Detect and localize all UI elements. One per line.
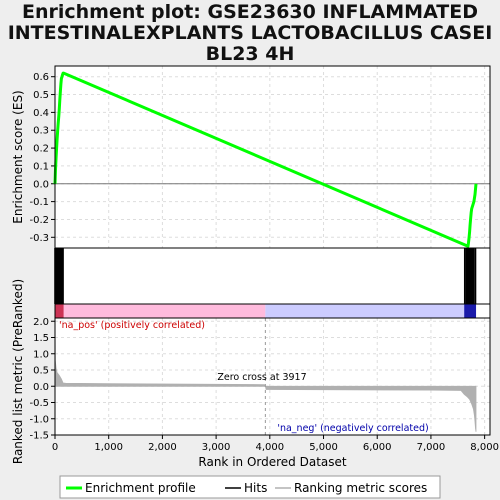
legend-label: Ranking metric scores bbox=[294, 481, 427, 495]
ranking-metric-area bbox=[54, 321, 477, 432]
hits-panel bbox=[54, 247, 491, 305]
positive-correlation-label: 'na_pos' (positively correlated) bbox=[59, 320, 205, 331]
x-tick-label: 3,000 bbox=[202, 442, 231, 453]
x-axis-label: Rank in Ordered Dataset bbox=[198, 455, 346, 469]
colorbar-positive-extreme bbox=[55, 304, 64, 318]
chart-title-line-2: INTESTINALEXPLANTS LACTOBACILLUS CASEI bbox=[7, 22, 493, 44]
x-tick-label: 6,000 bbox=[363, 442, 392, 453]
es-y-tick-label: 0.1 bbox=[33, 161, 49, 172]
x-tick-label: 5,000 bbox=[309, 442, 338, 453]
es-y-tick-label: 0.2 bbox=[33, 144, 49, 155]
metric-y-axis-label: Ranked list metric (PreRanked) bbox=[11, 279, 25, 464]
es-y-tick-label: -0.2 bbox=[29, 215, 49, 226]
chart-title-line-3: BL23 4H bbox=[205, 43, 295, 65]
negative-correlation-label: 'na_neg' (negatively correlated) bbox=[277, 423, 428, 434]
metric-y-tick-label: 2.0 bbox=[33, 317, 49, 328]
legend-label: Hits bbox=[244, 481, 267, 495]
colorbar-positive-segment bbox=[55, 304, 266, 318]
metric-y-tick-label: -0.5 bbox=[29, 398, 49, 409]
es-y-tick-label: -0.3 bbox=[29, 233, 49, 244]
metric-y-tick-label: -1.5 bbox=[29, 431, 49, 442]
es-y-tick-label: 0.0 bbox=[33, 179, 49, 190]
metric-y-tick-label: 0.0 bbox=[33, 382, 49, 393]
zero-cross-label: Zero cross at 3917 bbox=[217, 372, 306, 383]
metric-panel: 2.0 1.5 1.0 0.5 0.0 -0.5 -1.0 -1.5 'na_pos' (pos… bbox=[11, 279, 491, 464]
hits-background bbox=[55, 248, 490, 304]
metric-y-tick-label: 1.5 bbox=[33, 333, 49, 344]
metric-y-tick-label: 1.0 bbox=[33, 349, 49, 360]
metric-y-tick-label: 0.5 bbox=[33, 366, 49, 377]
x-tick-label: 7,000 bbox=[417, 442, 446, 453]
x-tick-label: 2,000 bbox=[148, 442, 177, 453]
rank-colorbar bbox=[54, 303, 491, 319]
legend-label: Enrichment profile bbox=[85, 481, 196, 495]
enrichment-profile-line bbox=[53, 71, 478, 248]
es-y-tick-label: 0.5 bbox=[33, 90, 49, 101]
metric-plot-frame bbox=[54, 317, 491, 436]
es-y-tick-label: -0.1 bbox=[29, 197, 49, 208]
legend: Enrichment profile Hits Ranking metric sco… bbox=[59, 475, 441, 499]
es-y-tick-label: 0.3 bbox=[33, 126, 49, 137]
metric-y-tick-label: -1.0 bbox=[29, 414, 49, 425]
x-tick-label: 4,000 bbox=[255, 442, 284, 453]
es-y-tick-label: 0.4 bbox=[33, 108, 49, 119]
es-plot-background bbox=[55, 66, 490, 248]
chart-title-line-1: Enrichment plot: GSE23630 INFLAMMATED bbox=[21, 1, 479, 23]
legend-box bbox=[59, 475, 441, 499]
colorbar-negative-segment bbox=[265, 304, 477, 318]
chart-title: Enrichment plot: GSE23630 INFLAMMATED IN… bbox=[0, 2, 500, 65]
x-tick-label: 0 bbox=[52, 442, 58, 453]
colorbar-negative-extreme bbox=[464, 304, 477, 318]
es-y-axis-label: Enrichment score (ES) bbox=[11, 90, 25, 223]
x-axis: 0 1,000 2,000 3,000 4,000 5,000 6,000 7,000 8,00… bbox=[52, 435, 499, 469]
es-y-tick-label: 0.6 bbox=[33, 72, 49, 83]
x-tick-label: 8,000 bbox=[470, 442, 499, 453]
x-tick-label: 1,000 bbox=[94, 442, 123, 453]
es-panel: 0.6 0.5 0.4 0.3 0.2 0.1 0.0 -0.1 -0.2 -0.3 Enrichm… bbox=[11, 65, 491, 249]
